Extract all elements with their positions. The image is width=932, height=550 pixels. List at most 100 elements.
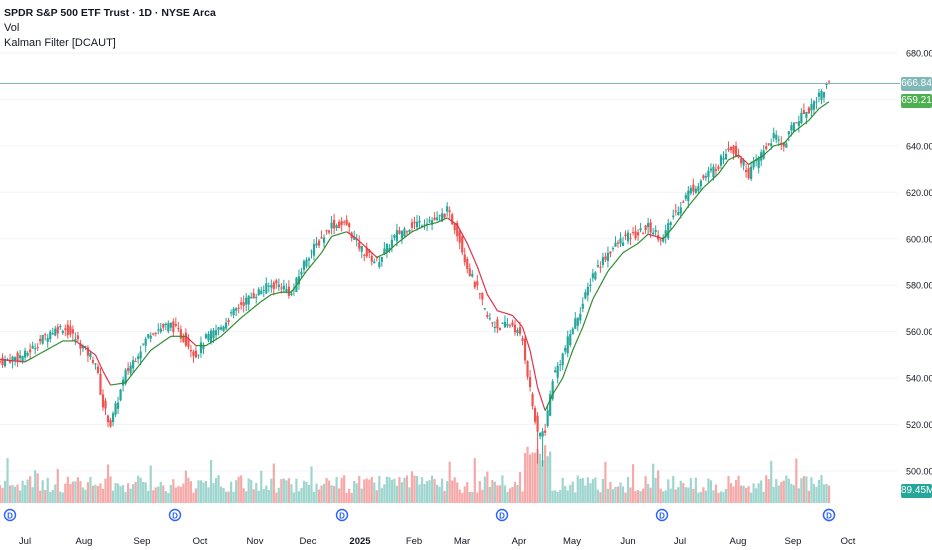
- volume-bar: [235, 480, 238, 503]
- volume-bar: [569, 484, 572, 503]
- candle-body: [214, 330, 218, 336]
- time-tick-label: May: [563, 536, 581, 547]
- candle-body: [202, 346, 205, 349]
- indicator-legend[interactable]: Kalman Filter [DCAUT]: [4, 37, 116, 49]
- kalman-segment: [90, 350, 94, 354]
- symbol-title[interactable]: SPDR S&P 500 ETF Trust · 1D · NYSE Arca: [4, 7, 216, 19]
- volume-bars: [0, 445, 831, 503]
- volume-bar: [546, 456, 549, 503]
- kalman-segment: [454, 222, 458, 226]
- candle-body: [388, 247, 391, 252]
- kalman-segment: [494, 306, 498, 312]
- candle-body: [476, 281, 479, 286]
- event-markers[interactable]: DDDDDDD: [3, 508, 836, 522]
- volume-bar: [566, 490, 569, 503]
- candle-body: [182, 336, 185, 343]
- kalman-segment: [479, 273, 483, 281]
- price-axis[interactable]: 500.00 520.00 540.00 560.00 580.00 600.00 620.…: [906, 48, 932, 476]
- kalman-segment: [705, 182, 709, 186]
- volume-bar: [368, 479, 371, 503]
- time-tick-label: Jul: [19, 536, 31, 547]
- volume-bar: [257, 490, 260, 503]
- candle-body: [571, 328, 574, 335]
- volume-bar: [0, 485, 2, 503]
- volume-bar: [1, 487, 4, 503]
- kalman-segment: [278, 291, 282, 294]
- kalman-segment: [57, 341, 61, 345]
- time-axis[interactable]: Jul Aug Sep Oct Nov Dec 2025 Feb Mar Apr May Jun Jul…: [19, 536, 856, 547]
- volume-bar: [747, 486, 750, 503]
- volume-bar: [124, 492, 127, 503]
- volume-bar: [169, 485, 172, 503]
- candle-body: [679, 207, 682, 214]
- candle-body: [252, 293, 255, 299]
- volume-bar: [247, 478, 250, 503]
- candle-body: [260, 290, 263, 295]
- kalman-segment: [366, 247, 370, 251]
- volume-bar: [159, 481, 162, 503]
- candle-body: [820, 90, 823, 101]
- volume-bar: [280, 479, 283, 503]
- volume-bar: [765, 475, 768, 503]
- price-tick-label: 600.00: [906, 234, 932, 244]
- kalman-segment: [341, 231, 345, 234]
- candle-body: [275, 280, 278, 284]
- candle-body: [732, 145, 735, 154]
- candle-body: [511, 322, 514, 326]
- candle-body: [528, 376, 532, 388]
- volume-bar: [129, 488, 132, 503]
- candle-body: [84, 345, 87, 348]
- volume-bar: [506, 491, 509, 503]
- volume-bar: [619, 482, 622, 503]
- kalman-segment: [647, 233, 651, 236]
- kalman-segment: [723, 162, 727, 168]
- volume-bar: [300, 487, 303, 503]
- volume-bar: [260, 470, 263, 503]
- volume-bar: [463, 486, 466, 503]
- kalman-segment: [373, 254, 378, 258]
- kalman-segment: [404, 235, 408, 239]
- candle-body: [606, 252, 610, 262]
- kalman-segment: [358, 240, 363, 244]
- volume-legend[interactable]: Vol: [4, 22, 20, 34]
- candle-body: [672, 215, 675, 218]
- kalman-segment: [640, 238, 644, 242]
- volume-bar: [413, 475, 416, 503]
- candle-body: [348, 223, 351, 227]
- volume-bar: [262, 489, 265, 503]
- candle-body: [647, 223, 650, 228]
- volume-bar: [544, 445, 547, 503]
- candle-body: [262, 290, 265, 292]
- volume-bar: [338, 488, 341, 503]
- kalman-segment: [708, 180, 712, 184]
- volume-bar: [358, 475, 361, 503]
- candle-body: [765, 146, 768, 150]
- volume-bar: [714, 484, 718, 503]
- kalman-segment: [622, 250, 626, 254]
- candle-body: [443, 213, 446, 218]
- volume-bar: [812, 483, 816, 503]
- volume-bar: [712, 490, 715, 503]
- candle-body: [747, 167, 750, 179]
- candle-body: [368, 249, 371, 253]
- kalman-segment: [524, 334, 529, 343]
- kalman-segment: [253, 305, 257, 309]
- kalman-segment: [160, 341, 164, 344]
- volume-bar: [49, 491, 52, 503]
- kalman-segment: [740, 157, 744, 161]
- candle-body: [599, 267, 602, 269]
- candle-body: [18, 355, 22, 359]
- volume-bar: [144, 482, 147, 503]
- candle-body: [523, 338, 527, 361]
- volume-bar: [375, 490, 378, 503]
- kalman-segment: [584, 312, 589, 321]
- volume-bar: [355, 483, 358, 503]
- kalman-segment: [82, 345, 86, 349]
- kalman-segment: [537, 387, 541, 396]
- candle-body: [594, 272, 597, 280]
- candle-body: [496, 319, 499, 329]
- kalman-segment: [240, 315, 245, 319]
- dividend-marker-glyph: D: [499, 512, 505, 521]
- volume-bar: [526, 446, 529, 503]
